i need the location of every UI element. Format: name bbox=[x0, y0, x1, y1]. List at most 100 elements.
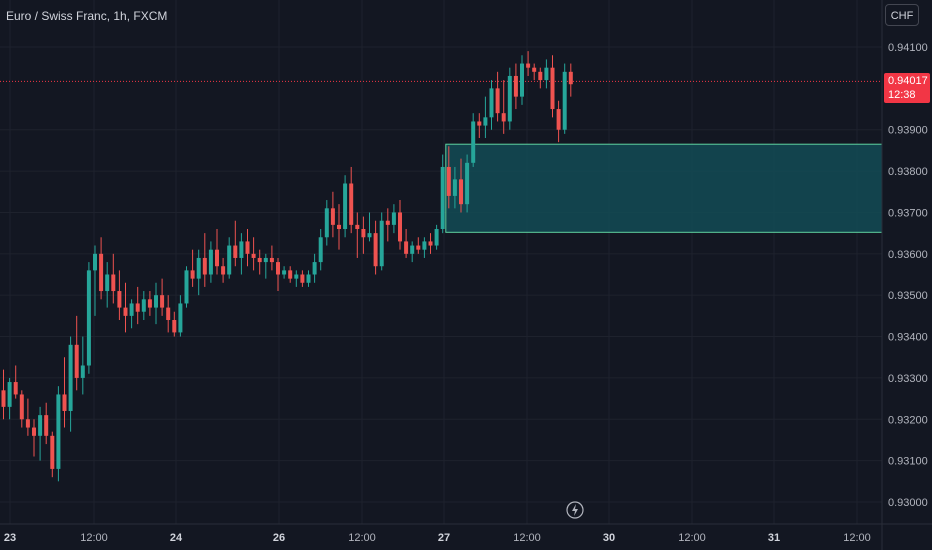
candle bbox=[562, 63, 567, 134]
candle-body bbox=[471, 121, 476, 163]
candle bbox=[471, 113, 476, 167]
candle bbox=[513, 63, 518, 110]
candle-body bbox=[62, 394, 67, 411]
candle-body bbox=[93, 253, 97, 271]
candle bbox=[178, 295, 183, 337]
candle bbox=[190, 249, 195, 287]
lightning-bolt-icon[interactable] bbox=[566, 501, 584, 519]
candle-body bbox=[398, 212, 402, 242]
candle-body bbox=[434, 229, 439, 246]
candle bbox=[215, 229, 219, 275]
candle bbox=[38, 406, 43, 461]
candle bbox=[276, 257, 280, 292]
time-axis[interactable]: 23 12:00 24 26 12:00 27 12:00 30 12:00 31 12:00 bbox=[4, 532, 871, 544]
y-tick-label: 0.93800 bbox=[888, 166, 928, 178]
candle bbox=[263, 253, 268, 279]
candle-body bbox=[410, 245, 415, 254]
candle-body bbox=[459, 179, 463, 205]
candle bbox=[434, 224, 439, 250]
candle bbox=[99, 237, 104, 300]
candle-body bbox=[221, 266, 226, 275]
candle-body bbox=[172, 320, 177, 333]
candle bbox=[324, 200, 329, 246]
candle-body bbox=[215, 249, 219, 267]
candle-body bbox=[117, 291, 122, 308]
candle bbox=[227, 237, 232, 279]
candle bbox=[202, 233, 207, 287]
candle-body bbox=[483, 117, 488, 126]
candle bbox=[422, 237, 427, 258]
x-tick-label: 31 bbox=[768, 532, 780, 544]
grid bbox=[0, 0, 882, 524]
candle bbox=[184, 266, 189, 308]
candle bbox=[245, 229, 250, 267]
demand-zone[interactable] bbox=[445, 143, 883, 233]
candle bbox=[123, 282, 128, 333]
candle bbox=[495, 71, 500, 122]
candle-body bbox=[74, 344, 79, 378]
candle-body bbox=[276, 262, 280, 275]
candle-body bbox=[233, 245, 238, 258]
candle bbox=[355, 212, 360, 258]
candle bbox=[13, 365, 18, 399]
candle bbox=[544, 59, 549, 89]
candle bbox=[44, 402, 49, 445]
candle bbox=[318, 229, 323, 271]
candle bbox=[208, 241, 213, 283]
candle bbox=[300, 270, 305, 287]
candle bbox=[1, 369, 6, 420]
candle bbox=[404, 229, 409, 258]
candle-body bbox=[282, 270, 287, 275]
candle bbox=[361, 216, 366, 254]
candle-body bbox=[251, 253, 256, 258]
candle bbox=[19, 390, 24, 428]
candle-body bbox=[50, 435, 55, 469]
candle-body bbox=[562, 71, 567, 130]
candle-body bbox=[86, 270, 91, 366]
candle-body bbox=[141, 299, 146, 312]
y-tick-label: 0.93500 bbox=[888, 290, 928, 302]
x-tick-label: 12:00 bbox=[348, 532, 376, 544]
candle-body bbox=[404, 241, 409, 254]
candle-body bbox=[257, 257, 262, 263]
candle bbox=[452, 166, 457, 209]
candle bbox=[367, 212, 372, 242]
candle-body bbox=[263, 257, 268, 263]
candle-body bbox=[318, 237, 323, 263]
candle bbox=[62, 357, 67, 428]
candle-body bbox=[111, 274, 116, 292]
candle bbox=[269, 245, 274, 271]
candle bbox=[74, 315, 79, 391]
x-tick-label: 12:00 bbox=[80, 532, 108, 544]
candle bbox=[520, 55, 524, 105]
candle-body bbox=[416, 245, 421, 250]
candle-body bbox=[373, 233, 378, 267]
candle-body bbox=[526, 63, 531, 68]
candle-body bbox=[520, 63, 524, 97]
x-tick-label: 26 bbox=[273, 532, 285, 544]
candle-body bbox=[556, 109, 561, 130]
candle bbox=[50, 431, 55, 478]
candle-body bbox=[184, 270, 189, 304]
x-tick-label: 12:00 bbox=[513, 532, 541, 544]
candle-body bbox=[123, 307, 128, 316]
candle bbox=[507, 67, 512, 130]
candle-body bbox=[391, 212, 396, 225]
candle bbox=[56, 386, 61, 482]
candle-body bbox=[190, 270, 195, 279]
candle bbox=[141, 291, 146, 320]
candle-body bbox=[337, 224, 341, 229]
candle-body bbox=[44, 415, 49, 436]
candle-body bbox=[446, 166, 451, 196]
candle bbox=[135, 286, 140, 325]
candle bbox=[25, 398, 30, 436]
candle bbox=[410, 241, 415, 263]
currency-button[interactable]: CHF bbox=[885, 4, 919, 26]
candle bbox=[440, 154, 445, 234]
y-tick-label: 0.93400 bbox=[888, 332, 928, 344]
candle bbox=[80, 336, 85, 395]
price-axis[interactable]: 0.94100 0.93900 0.93800 0.93700 0.93600 0.935… bbox=[888, 42, 928, 509]
candle-body bbox=[361, 229, 366, 238]
candle-body bbox=[19, 394, 24, 420]
